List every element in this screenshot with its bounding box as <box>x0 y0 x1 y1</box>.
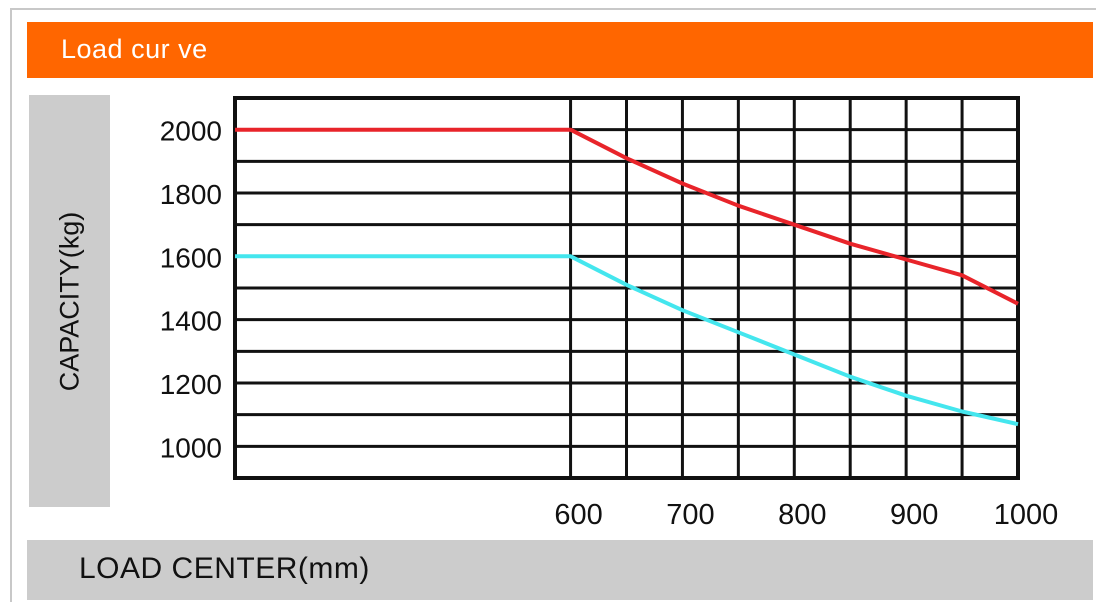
x-tick-label: 600 <box>554 499 602 531</box>
y-axis-label-panel: CAPACITY(kg) <box>29 95 110 507</box>
x-axis-label-panel: LOAD CENTER(mm) <box>27 540 1093 600</box>
y-tick-label: 1000 <box>160 432 222 463</box>
y-tick-label: 1600 <box>160 242 222 273</box>
x-tick-label: 900 <box>890 499 938 531</box>
x-tick-label: 1000 <box>994 499 1059 531</box>
plot-border <box>233 96 1020 480</box>
x-tick-label: 800 <box>778 499 826 531</box>
chart-header-bar: Load cur ve <box>27 22 1093 78</box>
y-tick-label: 1800 <box>160 179 222 210</box>
x-axis-label: LOAD CENTER(mm) <box>79 552 370 585</box>
series-line-1 <box>235 127 1019 306</box>
x-tick-label: 700 <box>666 499 714 531</box>
y-tick-label: 2000 <box>160 116 222 147</box>
chart-frame <box>10 8 1096 602</box>
series-line-2 <box>235 254 1019 427</box>
chart-title: Load cur ve <box>61 34 208 64</box>
y-tick-label: 1200 <box>160 369 222 400</box>
y-tick-label: 1400 <box>160 306 222 337</box>
